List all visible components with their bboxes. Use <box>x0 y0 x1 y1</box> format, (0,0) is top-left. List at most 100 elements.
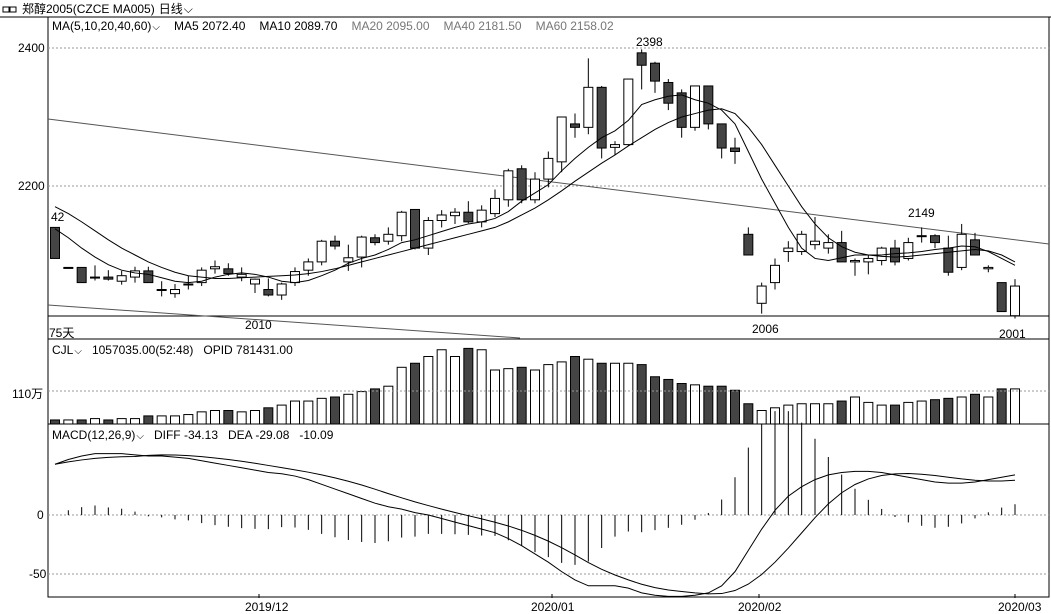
left-annotation: 42 <box>51 210 65 224</box>
candle-body <box>450 211 460 217</box>
diff-value: DIFF -34.13 <box>153 428 218 442</box>
volume-bar <box>450 356 460 425</box>
candle-body <box>796 233 807 253</box>
candle-body <box>116 275 127 282</box>
volume-bar <box>396 366 407 425</box>
cjl-value: 1057035.00(52:48) <box>91 343 194 357</box>
volume-bar <box>370 388 380 425</box>
candle-body <box>543 157 554 180</box>
cjl-selector[interactable]: CJL⌵ <box>52 343 82 357</box>
volume-bar <box>863 401 874 425</box>
candle-body <box>210 266 220 270</box>
candle-body <box>730 147 740 153</box>
volume-bar <box>50 419 60 425</box>
volume-bar <box>850 396 860 425</box>
candle-body <box>436 214 447 221</box>
candle-body <box>250 278 260 285</box>
candle-body <box>890 247 900 263</box>
volume-bar <box>676 383 687 425</box>
candle-body <box>690 85 700 128</box>
candle-body <box>170 289 180 295</box>
candle-body <box>836 242 847 263</box>
volume-bar <box>996 388 1007 425</box>
volume-bar <box>823 403 834 425</box>
ma-label: MA(5,10,20,40,60) <box>52 19 152 33</box>
candle-body <box>663 82 674 104</box>
volume-bar <box>970 393 980 425</box>
candle-body <box>703 85 714 125</box>
macd-value: -10.09 <box>299 428 334 442</box>
volume-bar <box>596 362 607 425</box>
volume-info-line: CJL⌵ 1057035.00(52:48) OPID 781431.00 <box>52 343 293 357</box>
volume-bar <box>556 361 567 425</box>
volume-bar <box>490 369 500 425</box>
candle-body <box>903 242 914 259</box>
opid-value: OPID 781431.00 <box>203 343 293 357</box>
period-selector[interactable]: 日线⌵ <box>159 0 193 17</box>
mid-annotation: 2149 <box>908 206 935 220</box>
candle-body <box>916 235 927 238</box>
volume-bar <box>116 418 127 425</box>
ma-info-line: MA(5,10,20,40,60)⌵ MA5 2072.40 MA10 2089… <box>52 18 614 34</box>
volume-bar <box>610 362 620 425</box>
date-marker-2010: 2010 <box>245 318 272 332</box>
candle-body <box>556 116 567 163</box>
candle-body <box>303 261 314 271</box>
volume-bar <box>76 419 87 425</box>
candle-body <box>183 283 194 286</box>
candle-body <box>970 239 980 256</box>
volume-bar <box>1010 388 1020 425</box>
x-tick-2019-12: 2019/12 <box>245 600 289 614</box>
volume-bar <box>63 419 74 425</box>
volume-bar <box>103 419 114 425</box>
date-marker-2006: 2006 <box>752 322 779 336</box>
y-tick-2400: 2400 <box>18 41 45 55</box>
candle-body <box>370 237 380 244</box>
x-tick-2020-03: 2020/03 <box>998 600 1042 614</box>
macd-selector[interactable]: MACD(12,26,9)⌵ <box>52 428 144 442</box>
candle-body <box>343 257 354 263</box>
candle-body <box>90 276 100 279</box>
candle-body <box>810 240 820 246</box>
candle-body <box>863 257 874 263</box>
chart-frame <box>47 16 1050 598</box>
volume-bar <box>410 362 420 425</box>
volume-bar <box>756 410 767 425</box>
candle-body <box>770 264 780 284</box>
ma-selector[interactable]: MA(5,10,20,40,60)⌵ <box>52 19 160 33</box>
volume-bar <box>930 399 940 425</box>
volume-bar <box>476 349 487 425</box>
candle-body <box>130 270 140 278</box>
volume-bar <box>330 396 340 425</box>
volume-bar <box>90 418 100 425</box>
volume-bar <box>543 364 554 425</box>
candle-body <box>716 123 727 149</box>
volume-bar <box>570 356 580 425</box>
candle-body <box>823 242 834 249</box>
candle-body <box>156 289 167 291</box>
window-restore-icon[interactable] <box>2 4 18 14</box>
volume-bar <box>423 356 434 425</box>
volume-bar <box>796 403 807 425</box>
candle-body <box>263 289 274 296</box>
volume-bar <box>356 391 367 425</box>
diff-line <box>54 453 1016 597</box>
volume-bar <box>156 415 167 425</box>
volume-bar <box>663 378 674 425</box>
candle-body <box>570 123 580 128</box>
ma5-value: MA5 2072.40 <box>174 19 246 33</box>
chevron-down-icon: ⌵ <box>152 22 160 33</box>
volume-bar <box>463 347 474 425</box>
symbol-label[interactable]: 郑醇2005(CZCE MA005) <box>22 2 155 16</box>
volume-bar <box>583 358 594 425</box>
volume-bar <box>250 410 260 425</box>
candle-body <box>276 283 287 296</box>
candle-body <box>490 197 500 215</box>
candle-body <box>530 178 540 201</box>
x-tick-2020-01: 2020/01 <box>531 600 575 614</box>
candle-body <box>583 86 594 128</box>
period-label: 日线 <box>158 2 183 16</box>
ma10-value: MA10 2089.70 <box>259 19 338 33</box>
volume-bar <box>383 385 394 425</box>
